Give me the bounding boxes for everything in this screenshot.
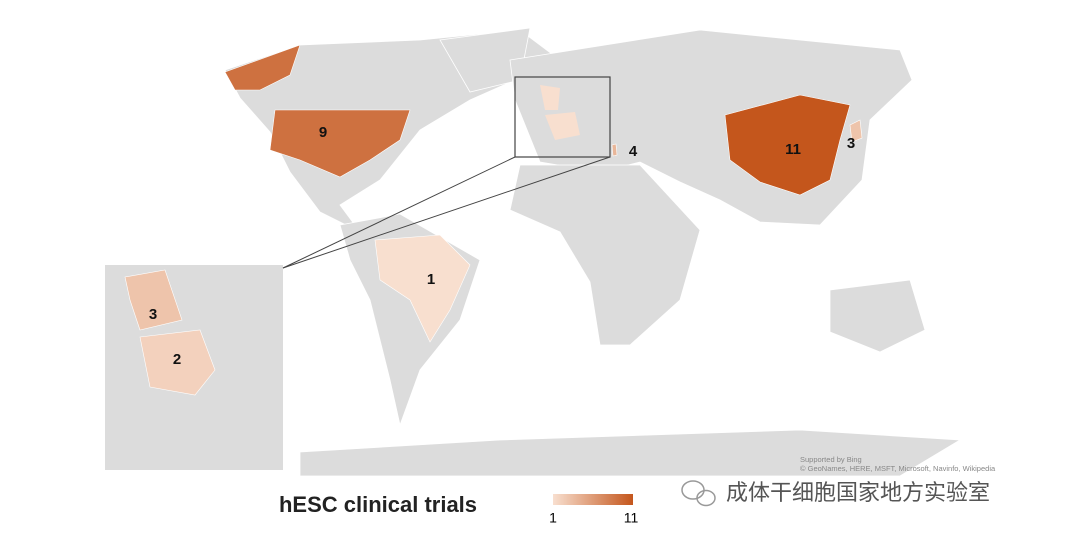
legend-bar [553,494,633,505]
region-label: 3 [149,306,157,323]
antarctica [299,429,962,477]
region-label: 1 [427,271,435,288]
inset-connector [282,156,516,269]
legend-max: 11 [624,510,639,526]
uk-small [540,85,560,110]
region [224,44,301,91]
inset-box [514,76,611,158]
legend-title: hESC clinical trials [279,492,477,517]
world-map [105,27,962,477]
region-label: 2 [173,351,181,368]
region [139,329,216,396]
legend-min: 1 [549,510,557,526]
attribution: Supported by Bing [800,455,862,464]
africa [509,164,701,346]
regions: 9 11 3 4 1 3 2 [124,44,863,396]
watermark: 成体干细胞国家地方实验室 [726,481,990,506]
france-small [545,112,580,140]
region [849,119,863,143]
region-label: 4 [629,143,638,160]
region-label: 9 [319,124,327,141]
region [269,109,411,178]
region [724,94,851,196]
region-label: 3 [847,135,855,152]
attribution: © GeoNames, HERE, MSFT, Microsoft, Navin… [800,464,996,473]
wechat-icon [681,480,716,507]
australia [829,279,926,353]
inset-connector [282,156,611,269]
region [374,234,471,343]
region-label: 11 [785,141,801,158]
region [611,143,618,157]
region [124,269,183,331]
